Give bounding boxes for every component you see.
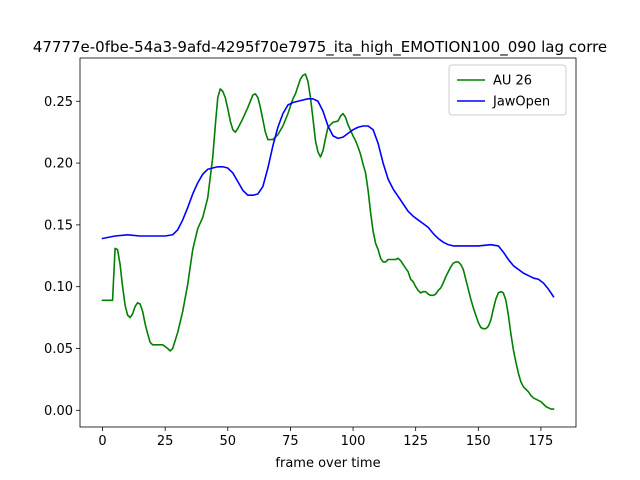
y-tick-label: 0.25 xyxy=(44,95,73,110)
x-tick-label: 175 xyxy=(529,434,554,449)
y-tick-label: 0.10 xyxy=(44,280,73,295)
x-tick-label: 25 xyxy=(157,434,174,449)
plot-area xyxy=(80,58,576,427)
x-tick-label: 50 xyxy=(220,434,237,449)
legend-label-au-26: AU 26 xyxy=(493,74,532,89)
axes-layer: 0 25 50 75 100 125 150 175 0.00 0.05 0.10 0.15 0.20 0… xyxy=(44,57,577,449)
legend-box xyxy=(448,64,567,116)
series-layer xyxy=(101,73,555,410)
x-tick-label: 75 xyxy=(282,434,299,449)
series-line-jawopen xyxy=(101,97,555,298)
x-tick-label: 125 xyxy=(403,434,428,449)
legend-label-jawopen: JawOpen xyxy=(492,95,550,110)
y-tick-label: 0.20 xyxy=(44,157,73,172)
y-tick-label: 0.05 xyxy=(44,342,73,357)
y-tick-label: 0.15 xyxy=(44,218,73,233)
series-line-au-26 xyxy=(101,73,555,410)
x-axis-label: frame over time xyxy=(275,456,380,471)
x-tick-label: 0 xyxy=(98,434,106,449)
axes-frame xyxy=(79,57,577,428)
y-tick-label: 0.00 xyxy=(44,404,73,419)
legend: AU 26 JawOpen xyxy=(448,64,567,116)
x-tick-label: 100 xyxy=(341,434,366,449)
x-tick-label: 150 xyxy=(466,434,491,449)
chart-title: 47777e-0fbe-54a3-9afd-4295f70e7975_ita_h… xyxy=(33,38,607,57)
